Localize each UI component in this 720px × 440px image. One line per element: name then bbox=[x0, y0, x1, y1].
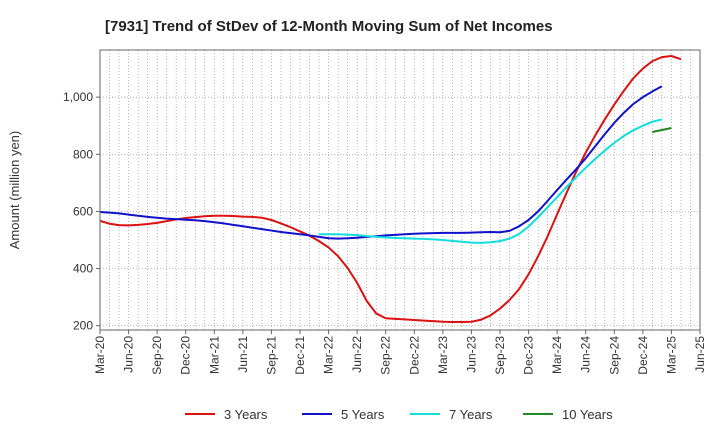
legend-label-3-years: 3 Years bbox=[224, 407, 268, 422]
x-tick-label: Sep-21 bbox=[264, 336, 278, 375]
x-tick-label: Sep-20 bbox=[150, 336, 164, 375]
x-tick-label: Dec-22 bbox=[407, 336, 421, 375]
chart-title: [7931] Trend of StDev of 12-Month Moving… bbox=[105, 18, 553, 35]
x-tick-label: Mar-24 bbox=[550, 336, 564, 374]
x-tick-label: Jun-22 bbox=[350, 336, 364, 373]
series-line-5-years bbox=[99, 85, 663, 240]
x-tick-label: Dec-20 bbox=[179, 336, 193, 375]
y-axis-label: Amount (million yen) bbox=[7, 131, 22, 250]
y-tick-label: 1,000 bbox=[63, 90, 93, 104]
x-tick-label: Jun-24 bbox=[579, 336, 593, 373]
legend-label-10-years: 10 Years bbox=[562, 407, 613, 422]
x-axis-ticks: Mar-20 Jun-20 Sep-20 Dec-20 Mar-21 Jun-21 Sep-… bbox=[93, 330, 707, 375]
plot-frame bbox=[99, 49, 701, 331]
x-tick-label: Jun-21 bbox=[236, 336, 250, 373]
y-tick-label: 200 bbox=[73, 319, 93, 333]
y-tick-label: 400 bbox=[73, 262, 93, 276]
x-tick-label: Sep-24 bbox=[607, 336, 621, 375]
x-tick-label: Jun-25 bbox=[693, 336, 707, 373]
series-line-3-years bbox=[99, 55, 682, 323]
y-tick-label: 800 bbox=[73, 147, 93, 161]
x-tick-label: Mar-22 bbox=[322, 336, 336, 374]
x-tick-label: Mar-20 bbox=[93, 336, 107, 374]
x-tick-label: Sep-23 bbox=[493, 336, 507, 375]
x-tick-label: Jun-23 bbox=[464, 336, 478, 373]
y-axis-ticks: 200 400 600 800 1,000 bbox=[63, 90, 100, 333]
x-tick-label: Dec-21 bbox=[293, 336, 307, 375]
x-tick-label: Mar-25 bbox=[664, 336, 678, 374]
legend-label-7-years: 7 Years bbox=[449, 407, 493, 422]
y-tick-label: 600 bbox=[73, 204, 93, 218]
series-lines bbox=[99, 55, 682, 323]
x-tick-label: Dec-23 bbox=[522, 336, 536, 375]
series-line-10-years bbox=[652, 127, 672, 133]
legend: 3 Years 5 Years 7 Years 10 Years bbox=[185, 407, 613, 422]
series-line-7-years bbox=[319, 118, 663, 244]
x-tick-label: Mar-23 bbox=[436, 336, 450, 374]
legend-label-5-years: 5 Years bbox=[341, 407, 385, 422]
grid-lines bbox=[100, 50, 700, 330]
x-tick-label: Mar-21 bbox=[207, 336, 221, 374]
x-tick-label: Dec-24 bbox=[636, 336, 650, 375]
x-tick-label: Sep-22 bbox=[379, 336, 393, 375]
x-tick-label: Jun-20 bbox=[122, 336, 136, 373]
